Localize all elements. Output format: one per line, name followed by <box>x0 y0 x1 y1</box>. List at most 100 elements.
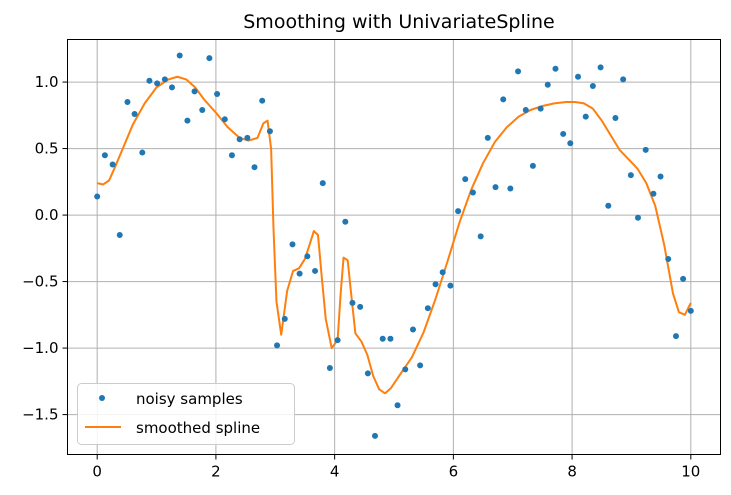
sample-point <box>447 282 454 289</box>
sample-point <box>515 68 522 75</box>
axes-frame <box>67 39 721 455</box>
sample-point <box>522 107 529 113</box>
sample-point <box>131 110 138 117</box>
x-tick-label: 4 <box>330 463 340 481</box>
sample-point <box>349 299 356 306</box>
y-tick-label: 0.0 <box>35 206 59 224</box>
sample-point <box>191 88 198 95</box>
sample-point <box>94 193 101 200</box>
sample-point <box>124 99 131 106</box>
sample-point <box>605 202 612 209</box>
sample-point <box>274 342 281 349</box>
sample-point <box>244 134 251 141</box>
sample-point <box>281 315 288 322</box>
axis-ticks: 0 2 4 6 8 10 1.0 0.5 0.0 −0.5 −1.0 −1.5 <box>22 73 700 480</box>
sample-point <box>424 305 431 312</box>
sample-point <box>199 107 206 113</box>
sample-point <box>417 362 424 369</box>
sample-point <box>326 365 333 372</box>
sample-point <box>154 80 161 87</box>
plot-area <box>94 52 694 439</box>
sample-point <box>687 307 694 314</box>
sample-point <box>334 337 341 344</box>
sample-point <box>582 113 589 120</box>
sample-point <box>589 83 596 90</box>
sample-point <box>634 214 641 221</box>
sample-point <box>342 218 349 225</box>
sample-point <box>432 281 439 288</box>
sample-point <box>560 130 567 137</box>
y-tick-label: −1.0 <box>22 339 58 357</box>
sample-point <box>680 275 687 282</box>
sample-point <box>627 172 634 179</box>
sample-point <box>672 333 679 340</box>
sample-point <box>161 76 168 83</box>
sample-point <box>139 149 146 156</box>
sample-point <box>214 91 221 98</box>
x-tick-label: 10 <box>681 463 700 481</box>
sample-point <box>477 233 484 240</box>
sample-point <box>101 152 108 159</box>
sample-point <box>620 76 627 83</box>
sample-point <box>500 96 507 103</box>
sample-point <box>597 64 604 71</box>
legend-label-noisy-samples: noisy samples <box>136 390 243 408</box>
sample-point <box>544 81 551 88</box>
sample-point <box>228 152 235 159</box>
sample-point <box>665 255 672 262</box>
sample-point <box>537 105 544 112</box>
legend-marker-noisy-samples <box>99 395 105 401</box>
sample-point <box>236 136 243 143</box>
sample-point <box>251 164 258 171</box>
sample-point <box>206 55 213 62</box>
sample-point <box>642 146 649 153</box>
sample-point <box>146 77 153 84</box>
sample-point <box>266 128 273 135</box>
sample-point <box>492 184 499 191</box>
legend: noisy samples smoothed spline <box>77 383 295 445</box>
legend-label-smoothed-spline: smoothed spline <box>136 419 260 437</box>
sample-point <box>387 335 394 342</box>
sample-point <box>364 370 371 377</box>
x-tick-label: 0 <box>92 463 102 481</box>
sample-point <box>379 335 386 342</box>
sample-point <box>372 432 378 439</box>
sample-point <box>289 241 296 248</box>
sample-point <box>184 117 191 124</box>
y-tick-label: 0.5 <box>35 140 59 158</box>
sample-point <box>410 326 416 333</box>
sample-point <box>312 267 319 274</box>
sample-point <box>394 402 401 409</box>
y-tick-label: −1.5 <box>22 406 58 424</box>
sample-point <box>439 269 446 276</box>
y-tick-label: 1.0 <box>35 73 59 91</box>
sample-point <box>357 303 364 310</box>
sample-point <box>176 52 183 59</box>
sample-point <box>484 134 491 141</box>
sample-point <box>612 114 619 121</box>
sample-point <box>657 173 664 180</box>
spline-line <box>96 75 692 395</box>
sample-point <box>507 185 514 192</box>
sample-point <box>221 116 228 123</box>
sample-point <box>168 84 175 91</box>
sample-point <box>319 180 326 187</box>
sample-point <box>259 97 266 104</box>
sample-point <box>552 65 559 72</box>
sample-point <box>529 162 536 169</box>
x-tick-label: 8 <box>567 463 577 481</box>
sample-point <box>575 73 582 80</box>
sample-point <box>402 366 409 373</box>
sample-point <box>650 190 657 197</box>
sample-point <box>455 208 462 215</box>
x-tick-label: 6 <box>449 463 459 481</box>
sample-point <box>109 161 116 168</box>
x-tick-label: 2 <box>211 463 221 481</box>
chart-title: Smoothing with UnivariateSpline <box>243 11 554 33</box>
legend-box <box>77 383 295 445</box>
sample-point <box>116 232 123 239</box>
sample-point <box>567 140 574 147</box>
sample-point <box>304 253 311 260</box>
sample-point <box>469 189 476 196</box>
